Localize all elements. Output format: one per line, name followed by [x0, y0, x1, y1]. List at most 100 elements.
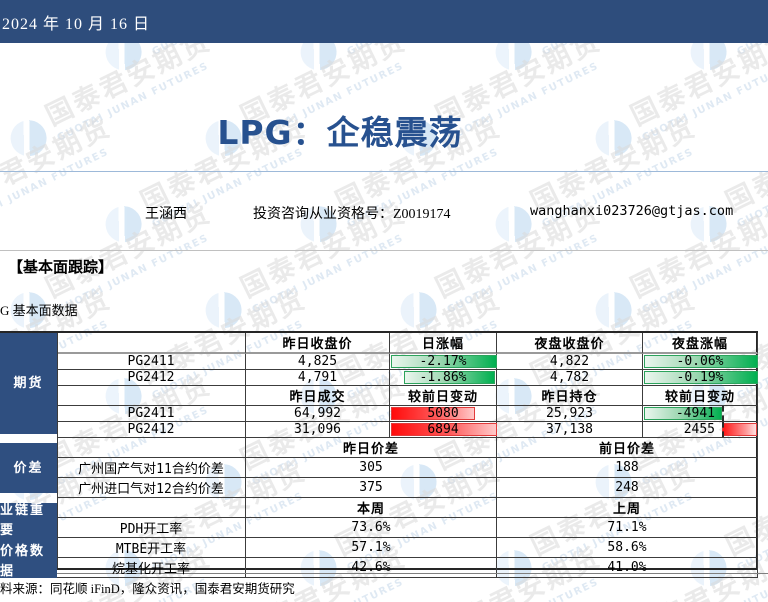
table-cell: 广州国产气对11合约价差 — [57, 458, 246, 478]
cell-text: PG2411 — [127, 354, 175, 369]
sidebar-section-label: 期货 — [0, 333, 57, 434]
author-credential: 投资咨询从业资格号：Z0019174 — [253, 207, 451, 222]
cell-text: 248 — [615, 480, 639, 495]
cell-text: PG2411 — [127, 406, 175, 421]
table-cell: 64,992 — [246, 406, 390, 422]
table-cell: 375 — [246, 478, 497, 498]
cell-text: 上周 — [612, 501, 641, 516]
table-cell: 73.6% — [246, 518, 497, 538]
cell-text: -0.06% — [676, 354, 724, 369]
cell-text: 日涨幅 — [421, 336, 464, 351]
data-bar — [644, 355, 758, 368]
table-cell: PDH开工率 — [57, 518, 246, 538]
section-heading: 【基本面跟踪】 — [8, 260, 114, 276]
table-cell: -1.86% — [390, 370, 497, 386]
cell-text: 4,791 — [297, 370, 338, 385]
cell-text: 较前日变动 — [664, 389, 735, 404]
cell-text: 较前日变动 — [407, 389, 478, 404]
cell-text: 4,825 — [297, 354, 338, 369]
cell-text: 37,138 — [546, 422, 593, 437]
author-name: 王涵西 — [145, 207, 187, 222]
table-cell: 248 — [497, 478, 758, 498]
cell-text: 6894 — [427, 422, 459, 437]
cell-text: 夜盘涨幅 — [671, 336, 728, 351]
table-cell: 305 — [246, 458, 497, 478]
table-cell: 25,923 — [497, 406, 643, 422]
table-cell — [57, 333, 246, 354]
cell-text: 4,822 — [549, 354, 590, 369]
table-header-cell: 夜盘涨幅 — [643, 333, 758, 354]
sidebar-label-line: 价差 — [13, 459, 44, 475]
sidebar-label-line: 业链重要 — [0, 502, 46, 538]
table-header-cell: 本周 — [246, 498, 497, 518]
table-header-cell: 夜盘收盘价 — [497, 333, 643, 354]
table-cell: 41.0% — [497, 558, 758, 578]
author-row: 王涵西 投资咨询从业资格号：Z0019174 wanghanxi023726@g… — [0, 203, 768, 223]
table-cell: 4,822 — [497, 354, 643, 370]
cell-text: 烷基化开工率 — [111, 562, 190, 577]
cell-text: -0.19% — [676, 370, 724, 385]
cell-text: 昨日收盘价 — [282, 336, 353, 351]
cell-text: 本周 — [356, 501, 385, 516]
data-bar — [391, 407, 475, 420]
table-cell: 37,138 — [497, 422, 643, 438]
table-header-cell: 昨日成交 — [246, 386, 390, 406]
table-cell: 4,782 — [497, 370, 643, 386]
sidebar-section-label: 业链重要 价格数据 — [0, 502, 57, 578]
sidebar-section-label: 价差 — [0, 443, 57, 493]
cell-text: -4941 — [675, 406, 715, 421]
cell-text: 71.1% — [607, 520, 647, 535]
table-header-cell: 昨日价差 — [246, 438, 497, 458]
table-caption: G 基本面数据 — [0, 303, 78, 318]
cell-text: 2455 — [683, 422, 715, 437]
table-cell: PG2411 — [57, 406, 246, 422]
table-cell: 广州进口气对12合约价差 — [57, 478, 246, 498]
data-table: 期货价差业链重要价格数据 昨日收盘价 日涨幅 夜盘收盘价 夜盘涨幅 PG2411 4,825… — [0, 331, 758, 578]
cell-text: PDH开工率 — [119, 522, 183, 537]
table-cell: 58.6% — [497, 538, 758, 558]
cell-text: 58.6% — [607, 540, 647, 555]
cell-text: 42.6% — [351, 560, 391, 575]
top-date-bar: 2024 年 10 月 16 日 — [0, 0, 768, 43]
table-header-cell: 昨日持仓 — [497, 386, 643, 406]
report-date: 2024 年 10 月 16 日 — [2, 15, 151, 33]
table-cell: PG2411 — [57, 354, 246, 370]
cell-text: 昨日持仓 — [541, 389, 598, 404]
title-divider — [0, 171, 768, 172]
table-header-cell: 日涨幅 — [390, 333, 497, 354]
table-cell: 烷基化开工率 — [57, 558, 246, 578]
table-header-cell: 上周 — [497, 498, 758, 518]
sidebar-column-border — [57, 333, 58, 568]
table-header-cell: 昨日收盘价 — [246, 333, 390, 354]
sidebar-label-line: 期货 — [13, 375, 44, 391]
table-header-cell: 前日价差 — [497, 438, 758, 458]
footer-divider — [0, 573, 768, 574]
cell-text: 昨日价差 — [342, 441, 399, 456]
cell-text: 昨日成交 — [289, 389, 346, 404]
cell-text: 4,782 — [549, 370, 590, 385]
table-cell: PG2412 — [57, 422, 246, 438]
cell-text: PG2412 — [127, 422, 175, 437]
table-cell: -0.06% — [643, 354, 758, 370]
table-cell: 71.1% — [497, 518, 758, 538]
cell-text: -1.86% — [419, 370, 467, 385]
table-cell: MTBE开工率 — [57, 538, 246, 558]
table-header-cell: 较前日变动 — [390, 386, 497, 406]
table-header-cell: 较前日变动 — [643, 386, 758, 406]
author-email-link[interactable]: wanghanxi023726@gtjas.com — [530, 203, 734, 219]
report-title: LPG：企稳震荡 — [217, 113, 463, 152]
cell-text: 41.0% — [607, 560, 647, 575]
cell-text: 31,096 — [294, 422, 341, 437]
cell-text: 64,992 — [294, 406, 341, 421]
cell-text: 188 — [615, 460, 639, 475]
table-cell: -2.17% — [390, 354, 497, 370]
data-source-note: 料来源：同花顺 iFinD，隆众资讯，国泰君安期货研究 — [0, 582, 295, 596]
sidebar-label-line: 价格数据 — [0, 542, 46, 578]
table-cell: -4941 — [643, 406, 758, 422]
table-cell: 4,825 — [246, 354, 390, 370]
table-cell: 188 — [497, 458, 758, 478]
table-cell: PG2412 — [57, 370, 246, 386]
table-cell — [57, 438, 246, 458]
